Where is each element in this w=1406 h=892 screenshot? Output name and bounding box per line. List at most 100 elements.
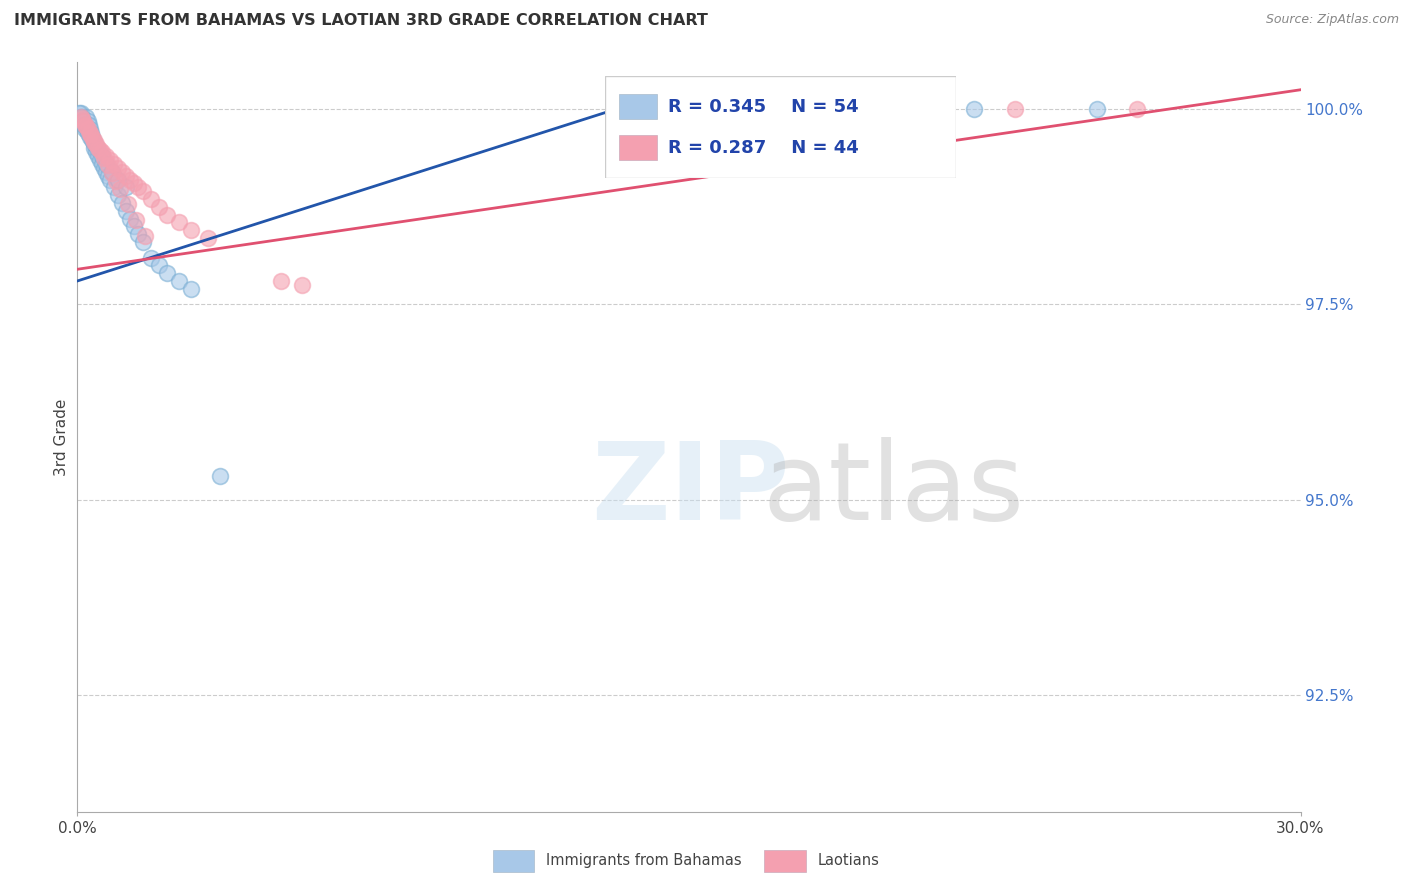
Point xyxy=(107,188,129,202)
Point xyxy=(108,182,131,196)
Point xyxy=(103,180,125,194)
Point xyxy=(70,112,93,126)
Point xyxy=(197,231,219,245)
Point xyxy=(93,151,115,165)
Point xyxy=(86,141,108,155)
Point xyxy=(98,153,121,167)
Point xyxy=(70,110,93,124)
Point xyxy=(79,129,101,144)
Point xyxy=(76,121,98,136)
Point xyxy=(83,137,105,152)
Point xyxy=(120,211,142,226)
Point xyxy=(77,118,100,132)
Point xyxy=(75,120,97,134)
Point xyxy=(79,127,101,141)
Y-axis label: 3rd Grade: 3rd Grade xyxy=(53,399,69,475)
Point xyxy=(107,161,129,175)
Text: Immigrants from Bahamas: Immigrants from Bahamas xyxy=(546,854,741,868)
Point xyxy=(75,118,97,132)
Point xyxy=(105,174,128,188)
Point xyxy=(120,172,142,186)
Point xyxy=(84,145,107,160)
Point xyxy=(208,469,231,483)
Point xyxy=(1126,102,1149,116)
Point xyxy=(90,157,112,171)
Point xyxy=(70,110,93,124)
Point xyxy=(115,169,138,183)
Point xyxy=(134,228,156,243)
Point xyxy=(79,126,101,140)
Point xyxy=(127,227,149,241)
Point xyxy=(103,157,125,171)
Bar xyxy=(492,849,534,872)
Point xyxy=(139,251,162,265)
Point xyxy=(69,106,91,120)
Point xyxy=(139,192,162,206)
Point xyxy=(156,266,179,280)
Point xyxy=(82,133,104,147)
Text: ZIP: ZIP xyxy=(591,436,790,542)
Point xyxy=(82,133,104,147)
Point xyxy=(72,114,94,128)
Point xyxy=(90,145,112,160)
Point xyxy=(73,118,96,132)
Bar xyxy=(619,94,657,120)
Point xyxy=(97,169,120,183)
Point xyxy=(89,143,111,157)
Point xyxy=(180,282,202,296)
Point xyxy=(101,166,124,180)
Point xyxy=(76,121,98,136)
Point xyxy=(80,129,103,144)
Point xyxy=(80,129,103,144)
Point xyxy=(156,208,179,222)
Point xyxy=(72,114,94,128)
Point xyxy=(87,141,110,155)
Point xyxy=(89,153,111,167)
Point xyxy=(97,158,120,172)
Point xyxy=(80,126,103,140)
Point xyxy=(84,137,107,152)
Point xyxy=(75,121,97,136)
Point xyxy=(83,133,105,147)
Point xyxy=(111,195,134,210)
Point xyxy=(1085,102,1108,116)
Text: IMMIGRANTS FROM BAHAMAS VS LAOTIAN 3RD GRADE CORRELATION CHART: IMMIGRANTS FROM BAHAMAS VS LAOTIAN 3RD G… xyxy=(14,13,709,29)
Text: R = 0.287    N = 44: R = 0.287 N = 44 xyxy=(668,138,859,157)
Point xyxy=(73,118,96,132)
Point xyxy=(75,110,97,124)
Point xyxy=(125,213,148,227)
Point xyxy=(107,172,129,186)
Point xyxy=(131,184,153,198)
Point xyxy=(98,172,121,186)
Bar xyxy=(619,135,657,161)
Point xyxy=(70,110,93,124)
Point xyxy=(180,223,202,237)
Point xyxy=(131,235,153,249)
Bar xyxy=(765,849,806,872)
Point xyxy=(111,164,134,178)
Point xyxy=(169,274,191,288)
Point xyxy=(115,180,138,194)
Point xyxy=(93,161,115,175)
Point xyxy=(76,114,98,128)
Point xyxy=(148,200,170,214)
Point xyxy=(101,164,124,178)
Point xyxy=(270,274,292,288)
Point xyxy=(94,149,117,163)
Point xyxy=(1004,102,1026,116)
Point xyxy=(77,126,100,140)
Point xyxy=(963,102,986,116)
Point xyxy=(115,203,138,218)
Point xyxy=(94,164,117,178)
Text: R = 0.345    N = 54: R = 0.345 N = 54 xyxy=(668,97,859,116)
Text: Laotians: Laotians xyxy=(817,854,879,868)
Point xyxy=(83,137,105,152)
Point xyxy=(124,177,146,191)
Point xyxy=(83,141,105,155)
Point xyxy=(90,149,112,163)
Text: atlas: atlas xyxy=(762,436,1025,542)
Point xyxy=(79,121,101,136)
Point xyxy=(127,180,149,194)
Point xyxy=(290,277,312,292)
Point xyxy=(67,106,90,120)
